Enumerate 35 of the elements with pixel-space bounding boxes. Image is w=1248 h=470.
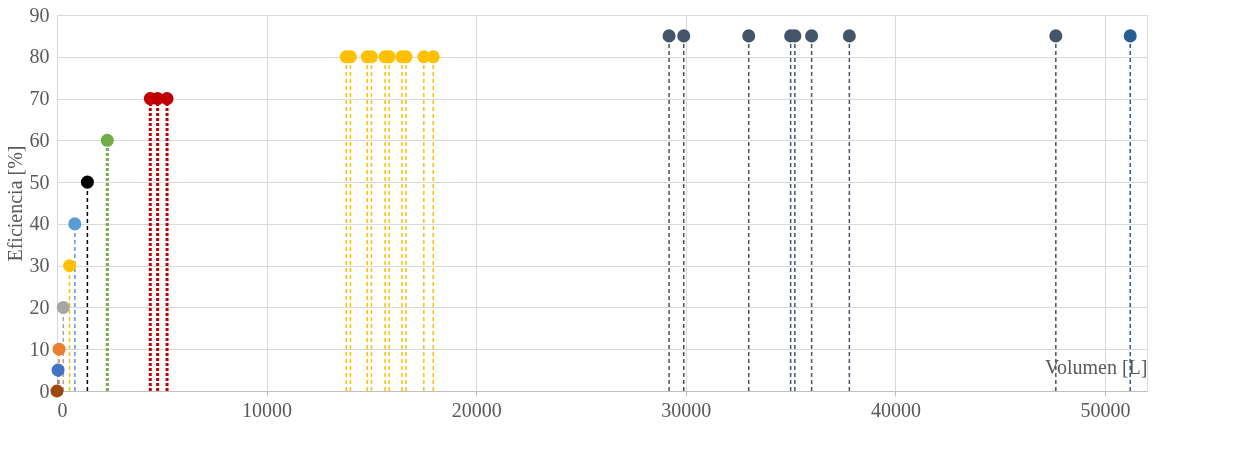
y-tick-label: 20 bbox=[29, 295, 50, 318]
point bbox=[56, 300, 70, 314]
y-tick-label: 50 bbox=[29, 170, 50, 193]
x-axis-title: Volumen [L] bbox=[1045, 355, 1148, 378]
x-tick-label: 30000 bbox=[661, 398, 712, 421]
point bbox=[1049, 29, 1063, 43]
point bbox=[662, 29, 676, 43]
y-tick-label: 70 bbox=[29, 87, 50, 110]
x-tick-label: 10000 bbox=[242, 398, 293, 421]
point bbox=[426, 50, 440, 64]
point bbox=[50, 384, 64, 398]
point bbox=[63, 259, 77, 273]
y-axis-title: Eficiencia [%] bbox=[3, 145, 26, 262]
x-tick-label: 50000 bbox=[1080, 398, 1131, 421]
point bbox=[677, 29, 691, 43]
y-tick-label: 0 bbox=[39, 379, 50, 402]
point bbox=[742, 29, 756, 43]
point bbox=[68, 217, 82, 231]
point bbox=[80, 175, 94, 189]
point bbox=[52, 342, 66, 356]
y-tick-label: 60 bbox=[29, 128, 50, 151]
y-tick-label: 30 bbox=[29, 254, 50, 277]
point bbox=[1123, 29, 1137, 43]
point bbox=[51, 363, 65, 377]
y-tick-label: 40 bbox=[29, 212, 50, 235]
x-tick-label: 40000 bbox=[870, 398, 921, 421]
point bbox=[160, 92, 174, 106]
x-tick-label: 20000 bbox=[451, 398, 502, 421]
y-tick-label: 90 bbox=[29, 3, 50, 26]
point bbox=[805, 29, 819, 43]
point bbox=[100, 133, 114, 147]
x-tick-label: 0 bbox=[57, 398, 68, 421]
y-tick-label: 10 bbox=[29, 337, 50, 360]
point bbox=[842, 29, 856, 43]
y-tick-label: 80 bbox=[29, 45, 50, 68]
